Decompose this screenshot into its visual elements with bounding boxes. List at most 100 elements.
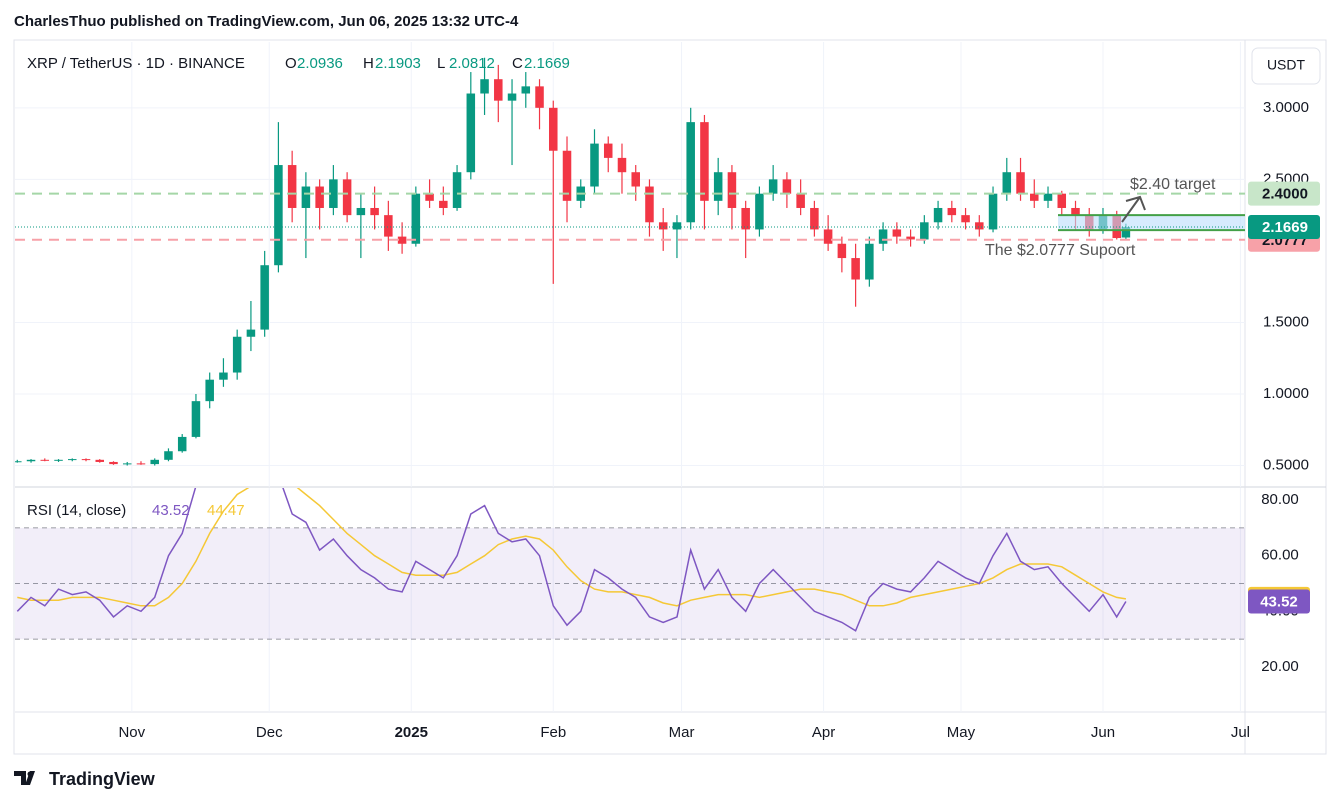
zone-rect bbox=[1058, 215, 1245, 231]
candle-body bbox=[232, 336, 242, 373]
x-tick-label: Mar bbox=[669, 724, 695, 741]
candle-body bbox=[961, 215, 970, 223]
candle-body bbox=[68, 459, 77, 461]
tradingview-logo bbox=[14, 771, 35, 785]
candle-body bbox=[906, 236, 915, 240]
last-price-badge bbox=[1248, 215, 1320, 240]
candle-body bbox=[521, 86, 531, 94]
price-pane bbox=[15, 42, 1245, 487]
rsi-tick-label: 20.00 bbox=[1261, 658, 1299, 675]
candle-body bbox=[947, 207, 957, 216]
ohlc-value: 2.1903 bbox=[375, 55, 421, 72]
candle-body bbox=[494, 79, 503, 101]
candle-body bbox=[425, 193, 434, 201]
candle-body bbox=[109, 461, 118, 465]
rsi-badge-label: 43.52 bbox=[1260, 593, 1298, 610]
candle-body bbox=[988, 193, 998, 230]
currency-button[interactable] bbox=[1251, 47, 1321, 85]
footer-brand: TradingView bbox=[49, 769, 156, 789]
rsi-ma-legend-value: 44.47 bbox=[207, 502, 245, 519]
candle-body bbox=[727, 172, 737, 208]
last-price-label: 2.1669 bbox=[1262, 219, 1308, 236]
annotation: The $2.0777 Supoort bbox=[985, 242, 1136, 259]
target-arrow bbox=[1121, 195, 1146, 223]
x-tick-label: Jul bbox=[1231, 724, 1250, 741]
rsi-title: RSI (14, close) bbox=[27, 502, 126, 519]
x-tick-label: Feb bbox=[540, 724, 566, 741]
chart-frame bbox=[13, 39, 1327, 755]
y-tick-label: 0.5000 bbox=[1263, 457, 1309, 474]
ohlc-letter: H bbox=[363, 55, 374, 72]
candle-body bbox=[26, 459, 36, 462]
candle-body bbox=[439, 200, 448, 208]
candle-body bbox=[191, 401, 201, 437]
candle-body bbox=[562, 150, 572, 201]
candle-body bbox=[1071, 207, 1080, 216]
publish-header: CharlesThuo published on TradingView.com… bbox=[14, 13, 519, 30]
ohlc-value: 2.0936 bbox=[297, 55, 343, 72]
candle-body bbox=[782, 179, 792, 194]
candle-body bbox=[700, 122, 709, 201]
level-badge bbox=[1248, 181, 1320, 206]
candle-body bbox=[755, 193, 764, 230]
candle-body bbox=[15, 461, 22, 463]
candle-body bbox=[342, 179, 352, 216]
candle-body bbox=[686, 122, 695, 223]
candle-body bbox=[150, 459, 159, 465]
candle-body bbox=[164, 451, 173, 460]
candle-body bbox=[260, 265, 269, 330]
candle-body bbox=[54, 459, 63, 461]
ohlc-letter: O bbox=[285, 55, 297, 72]
x-tick-label: Apr bbox=[812, 724, 835, 741]
rsi-tick-label: 80.00 bbox=[1261, 491, 1299, 508]
logo-dot bbox=[27, 771, 33, 777]
level-badge-label: 2.4000 bbox=[1262, 186, 1308, 203]
candle-body bbox=[329, 179, 338, 208]
candle-body bbox=[658, 222, 668, 230]
candle-body bbox=[397, 236, 407, 244]
candle-body bbox=[672, 222, 682, 230]
candle-body bbox=[136, 463, 146, 465]
x-tick-label: Jun bbox=[1091, 724, 1115, 741]
candle-body bbox=[411, 193, 421, 244]
y-tick-label: 1.0000 bbox=[1263, 385, 1309, 402]
candle-body bbox=[301, 186, 311, 208]
axes: Nov Dec 2025 Feb Mar Apr May Jun Jul 0.5000 1.0000… bbox=[118, 55, 1320, 741]
annotation: $2.40 target bbox=[1130, 176, 1216, 193]
candle-body bbox=[865, 243, 874, 280]
rsi-line bbox=[16, 488, 1127, 632]
candle-body bbox=[645, 186, 654, 223]
candle-body bbox=[837, 243, 847, 259]
candle-body bbox=[1121, 227, 1131, 238]
rsi-legend-value: 43.52 bbox=[152, 502, 190, 519]
candle-body bbox=[810, 207, 819, 230]
y-tick-label: 3.0000 bbox=[1263, 99, 1309, 116]
candle-body bbox=[1057, 193, 1067, 208]
candle-body bbox=[1030, 193, 1039, 201]
x-tick-label: Nov bbox=[118, 724, 145, 741]
candle-body bbox=[1043, 193, 1053, 201]
candle-body bbox=[246, 329, 256, 337]
candle-body bbox=[1016, 172, 1025, 194]
ohlc-letter: L bbox=[437, 55, 445, 72]
candle-body bbox=[122, 463, 132, 465]
candle-body bbox=[549, 107, 558, 151]
candle-body bbox=[274, 165, 283, 266]
candle-body bbox=[315, 186, 324, 208]
candle-body bbox=[851, 258, 860, 280]
candle-body bbox=[370, 207, 379, 216]
candle-body bbox=[384, 215, 393, 237]
currency-label: USDT bbox=[1267, 57, 1306, 73]
symbol-title: XRP / TetherUS · 1D · BINANCE bbox=[27, 55, 245, 72]
x-tick-label: May bbox=[947, 724, 976, 741]
candle-body bbox=[452, 172, 462, 208]
candle-body bbox=[287, 165, 297, 208]
rsi-tick-label: 60.00 bbox=[1261, 547, 1299, 564]
x-tick-label: 2025 bbox=[395, 724, 428, 741]
candle-body bbox=[617, 157, 627, 173]
candle-body bbox=[823, 229, 833, 244]
candle-body bbox=[920, 222, 929, 240]
ohlc-value: 2.0812 bbox=[449, 55, 495, 72]
